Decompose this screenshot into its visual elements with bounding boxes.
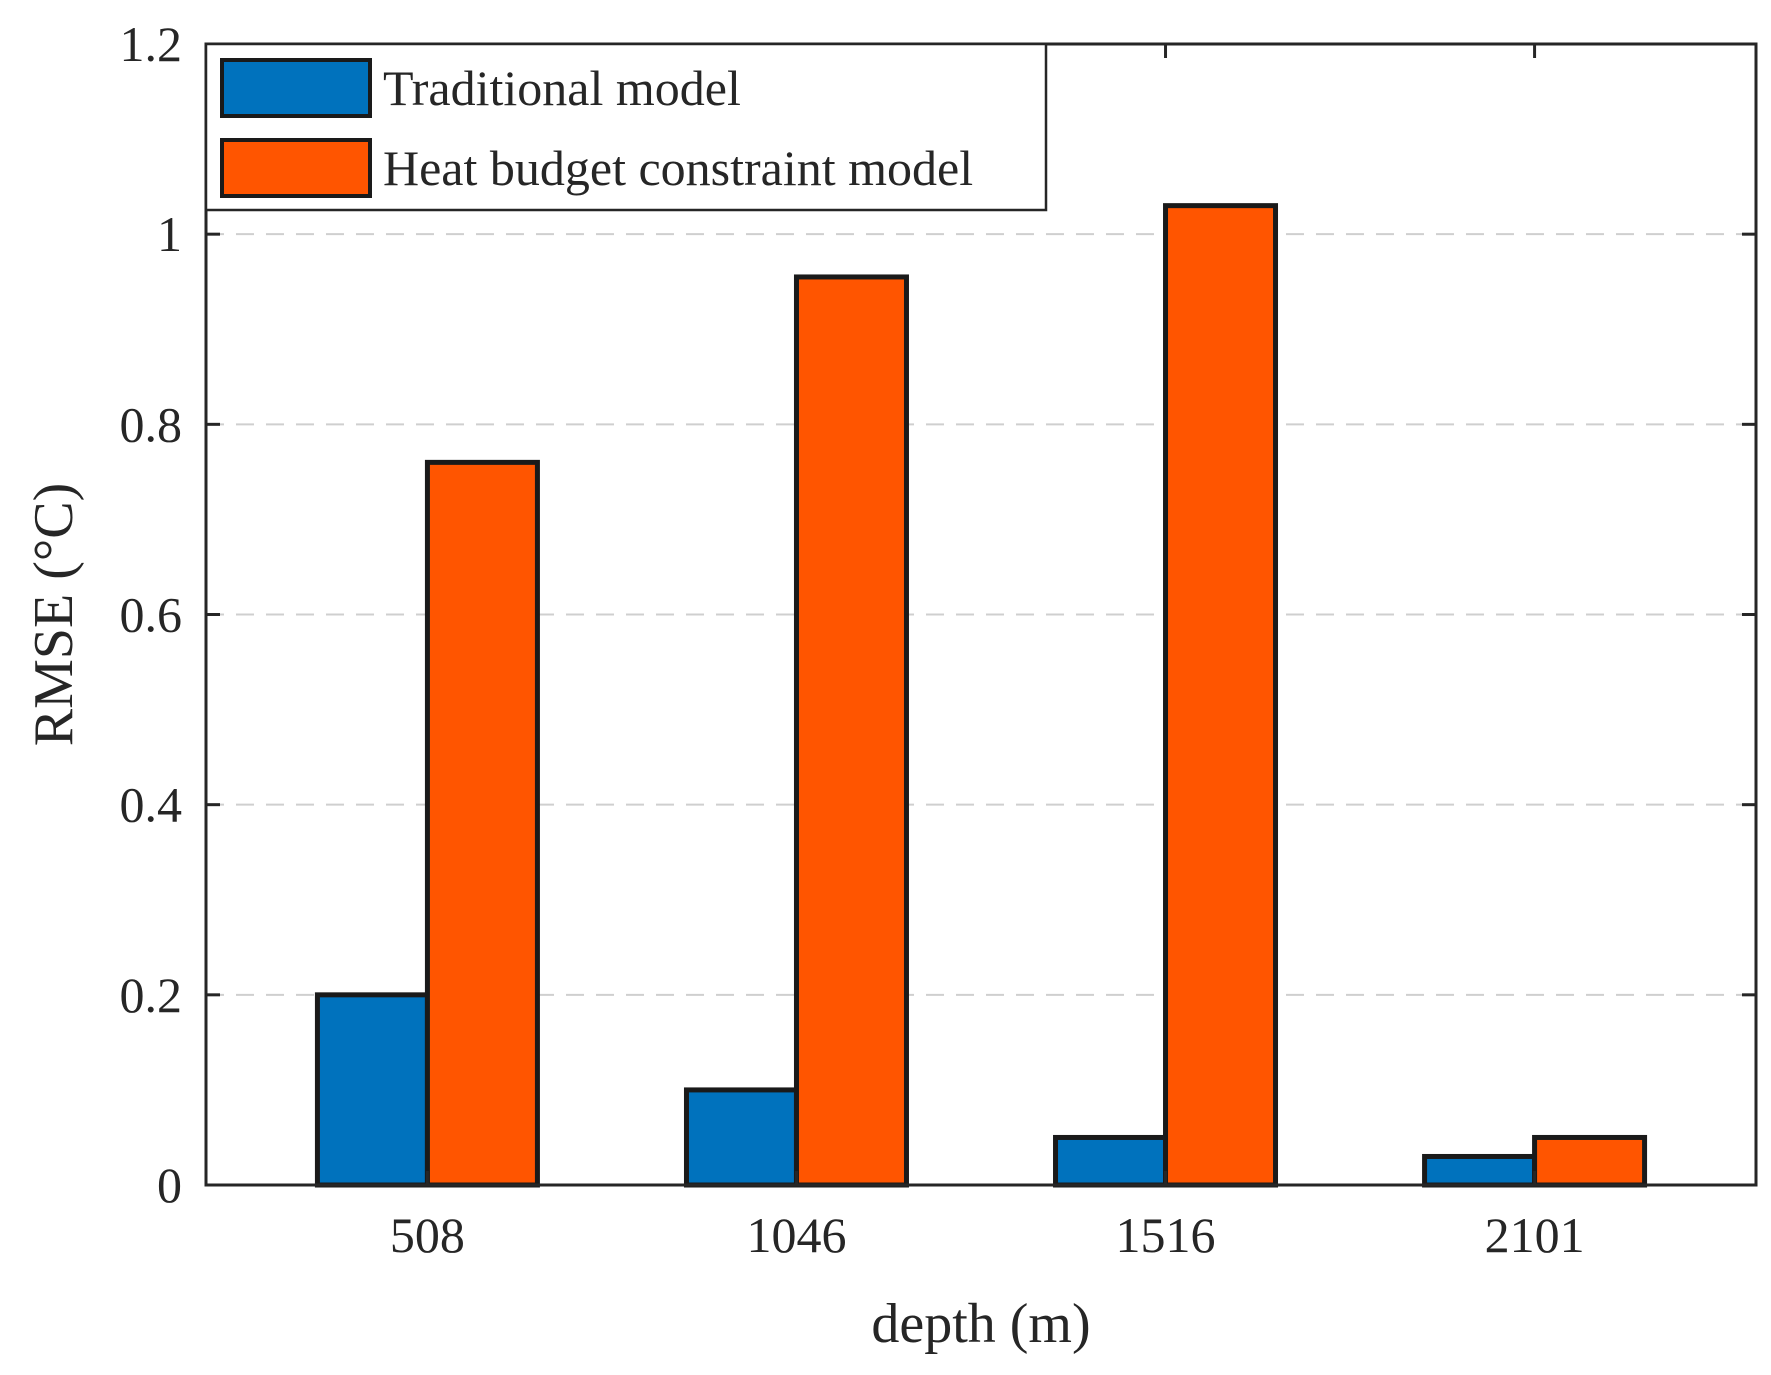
bar-traditional-2101 <box>1422 1153 1538 1188</box>
y-tick-label: 0.6 <box>120 587 183 643</box>
x-tick-label: 508 <box>390 1207 465 1263</box>
legend-swatch-traditional-model <box>220 58 372 118</box>
grid-lines <box>206 233 1756 996</box>
y-tick-label: 1 <box>157 206 182 262</box>
bar-traditional-1516 <box>1053 1134 1169 1188</box>
y-tick-labels: 0 0.2 0.4 0.6 0.8 1 1.2 <box>120 16 183 1213</box>
legend-swatch-heat-budget-constraint-model <box>220 138 372 198</box>
x-tick-label: 1516 <box>1116 1207 1216 1263</box>
legend-label-heat-budget-constraint-model: Heat budget constraint model <box>383 140 973 196</box>
y-tick-label: 1.2 <box>120 16 183 72</box>
y-tick-label: 0.4 <box>120 777 183 833</box>
bars <box>314 203 1648 1188</box>
y-tick-label: 0.8 <box>120 396 183 452</box>
legend-label-traditional-model: Traditional model <box>383 60 741 116</box>
bar-heat-budget-1046 <box>793 274 909 1188</box>
bar-traditional-508 <box>314 992 430 1188</box>
x-axis-title: depth (m) <box>871 1293 1090 1355</box>
y-axis-title: RMSE (°C) <box>23 483 85 747</box>
x-tick-label: 2101 <box>1485 1207 1585 1263</box>
bar-heat-budget-2101 <box>1532 1134 1648 1188</box>
legend: Traditional model Heat budget constraint… <box>204 42 1048 212</box>
x-tick-label: 1046 <box>746 1207 846 1263</box>
y-tick-label: 0.2 <box>120 967 183 1023</box>
bar-heat-budget-508 <box>424 459 540 1188</box>
bar-heat-budget-1516 <box>1163 203 1279 1188</box>
bar-traditional-1046 <box>683 1087 799 1188</box>
y-tick-label: 0 <box>157 1157 182 1213</box>
x-tick-labels: 508 1046 1516 2101 <box>390 1207 1585 1263</box>
